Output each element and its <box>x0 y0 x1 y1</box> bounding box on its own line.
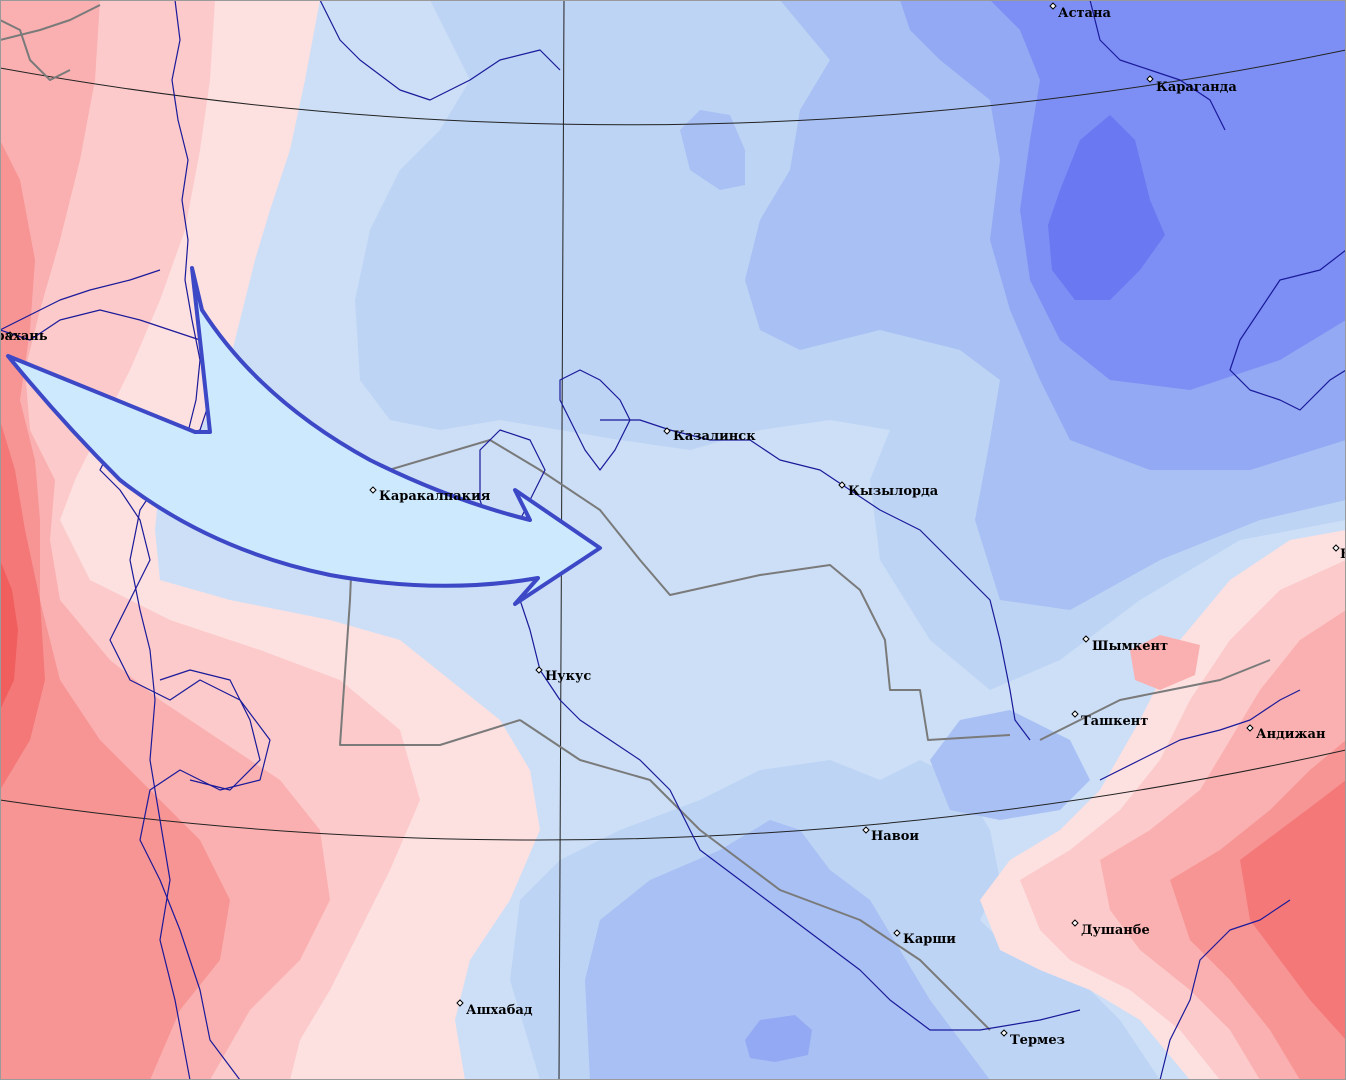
border-kazakhstan-north <box>0 4 101 41</box>
fergana-rivers <box>1099 689 1301 781</box>
city-andijan: Андижан <box>1246 724 1326 742</box>
river-southeast <box>1159 899 1291 1080</box>
diamond-marker-icon <box>1332 544 1340 552</box>
ural-river <box>319 0 561 101</box>
city-tashkent: Ташкент <box>1071 710 1148 729</box>
city-karakalpakiya: Каракалпакия <box>369 486 491 504</box>
city-label: Ашхабад <box>466 1003 533 1018</box>
diamond-marker-icon <box>862 826 870 834</box>
city-ashgabat: Ашхабад <box>456 999 533 1018</box>
syr-darya-river <box>600 419 1031 741</box>
balkhash-coast <box>1229 249 1346 411</box>
diamond-marker-icon <box>663 427 671 435</box>
diamond-marker-icon <box>535 666 543 674</box>
city-label: Б <box>1340 547 1346 562</box>
city-shymkent: Шымкент <box>1082 635 1168 654</box>
cool-anomaly-zones <box>355 0 1346 1080</box>
city-label: Каракалпакия <box>379 489 491 504</box>
latitude-line-south <box>0 749 1346 841</box>
diamond-marker-icon <box>456 999 464 1007</box>
cold-advection-arrow-icon <box>6 266 602 606</box>
cool-band-4-south <box>745 1015 812 1062</box>
city-karaganda: Караганда <box>1146 75 1237 95</box>
city-bishkek-partial: Б <box>1332 544 1346 562</box>
latitude-line-north <box>0 49 1346 126</box>
amu-darya-river <box>519 599 1081 1031</box>
city-label: Кызылорда <box>848 484 939 499</box>
city-label: Нукус <box>545 669 591 684</box>
warm-anomaly-zones-west <box>0 0 540 1080</box>
city-label: Андижан <box>1256 727 1326 742</box>
diamond-marker-icon <box>1000 1029 1008 1037</box>
warm-band-4-south <box>0 880 150 1080</box>
warm-band-5 <box>0 420 45 790</box>
border-karakalpakstan <box>354 439 1011 741</box>
city-label: Астрахань <box>0 329 48 344</box>
city-label: Карши <box>903 932 956 947</box>
city-astana: Астана <box>1049 2 1111 21</box>
city-navoi: Навои <box>862 826 919 844</box>
diamond-marker-icon <box>1146 75 1154 83</box>
city-dushanbe: Душанбе <box>1071 919 1150 938</box>
city-label: Навои <box>871 829 919 844</box>
diamond-marker-icon <box>1071 919 1079 927</box>
warm-anomaly-zones-southeast <box>980 530 1346 1080</box>
warm-band-6 <box>0 560 18 710</box>
warm-se-band-5 <box>1240 780 1346 1040</box>
border-southeast <box>1039 659 1271 741</box>
border-turkmenistan-uzbekistan <box>519 719 991 1031</box>
city-karshi: Карши <box>893 929 956 947</box>
city-label: Термез <box>1010 1033 1065 1048</box>
city-label: Душанбе <box>1081 923 1150 938</box>
city-label: Казалинск <box>673 429 756 444</box>
diamond-marker-icon <box>369 486 377 494</box>
diamond-marker-icon <box>1071 710 1079 718</box>
city-nukus: Нукус <box>535 666 591 684</box>
city-astrakhan: Астрахань <box>0 329 48 344</box>
diamond-marker-icon <box>1082 635 1090 643</box>
city-label: Астана <box>1058 6 1111 21</box>
warm-se-patch <box>1130 635 1200 690</box>
ural-river-south <box>0 269 161 331</box>
border-west-coast <box>0 19 71 81</box>
diamond-marker-icon <box>893 929 901 937</box>
city-termez: Термез <box>1000 1029 1065 1048</box>
irtysh-river <box>1089 0 1226 131</box>
aral-sea-north <box>559 369 631 471</box>
city-kazalinsk: Казалинск <box>663 427 756 444</box>
caspian-coast-north <box>0 309 271 1080</box>
city-kyzylorda: Кызылорда <box>838 481 939 499</box>
city-label: Караганда <box>1156 80 1237 95</box>
diamond-marker-icon <box>1049 2 1057 10</box>
city-label: Ташкент <box>1081 714 1148 729</box>
diamond-marker-icon <box>1246 724 1254 732</box>
caspian-coast-east <box>159 669 261 791</box>
diamond-marker-icon <box>6 331 14 339</box>
warm-band-4 <box>0 140 230 1080</box>
diamond-marker-icon <box>838 481 846 489</box>
cool-band-3b <box>680 110 745 190</box>
cool-band-6 <box>1048 115 1165 300</box>
cool-band-3-south <box>585 820 990 1080</box>
city-label: Шымкент <box>1092 639 1168 654</box>
